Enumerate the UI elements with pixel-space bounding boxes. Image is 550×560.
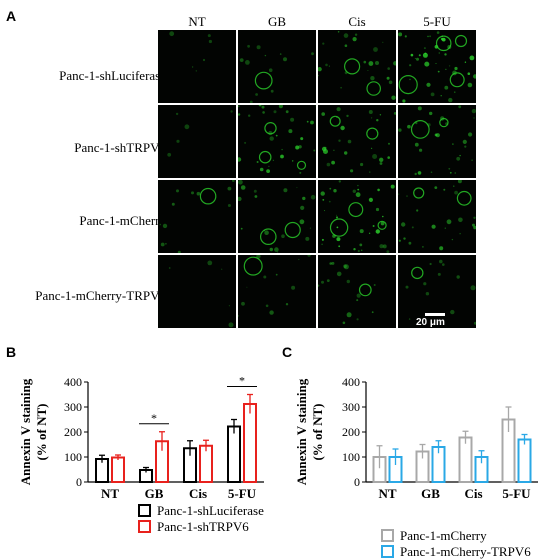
column-label-cis: Cis xyxy=(348,14,366,29)
chart-c-x-tick-label: Cis xyxy=(464,486,482,501)
micrograph-panc-1-mcherry-5-fu xyxy=(398,180,476,253)
chart-b-y-tick-label: 400 xyxy=(64,375,82,389)
chart-c-x-tick-label: GB xyxy=(421,486,440,501)
panel-letter-b: B xyxy=(6,344,17,360)
micrograph-panc-1-shluciferase-cis xyxy=(318,30,396,103)
chart-b-legend-label: Panc-1-shTRPV6 xyxy=(157,519,249,534)
chart-c-y-axis-label: Annexin V staining xyxy=(294,378,309,485)
panel-letter-c: C xyxy=(282,344,293,360)
chart-b-legend-swatch xyxy=(138,520,151,533)
micrograph-panc-1-shtrpv6-gb xyxy=(238,105,316,178)
chart-c-y-tick-label: 100 xyxy=(342,450,360,464)
chart-c-legend-swatch xyxy=(381,529,394,542)
row-label-shluciferase: Panc-1-shLuciferase xyxy=(59,68,166,83)
chart-b-bar-panc-1-shtrpv6-5-fu xyxy=(243,403,257,483)
chart-c-y-tick-label: 300 xyxy=(342,400,360,414)
chart-c-legend-swatch xyxy=(381,545,394,558)
micrograph-panc-1-shluciferase-5-fu xyxy=(398,30,476,103)
chart-b-x-tick-label: NT xyxy=(101,486,119,501)
chart-c-bar-panc-1-mcherry-trpv6-5-fu xyxy=(517,438,532,483)
chart-c-x-tick-label: NT xyxy=(378,486,396,501)
micrograph-panc-1-shluciferase-nt xyxy=(158,30,236,103)
chart-c-legend-label: Panc-1-mCherry xyxy=(400,528,487,543)
chart-b-bar-panc-1-shluciferase-5-fu xyxy=(227,425,241,483)
micrograph-panc-1-mcherry-cis xyxy=(318,180,396,253)
chart-b-legend-label: Panc-1-shLuciferase xyxy=(157,503,264,518)
micrograph-panc-1-mcherry-nt xyxy=(158,180,236,253)
chart-c: 0 100 200 300 400 Annexin V staining (% of NT)… xyxy=(294,375,538,559)
micrograph-panc-1-shtrpv6-5-fu xyxy=(398,105,476,178)
micrograph-panc-1-mcherry-gb xyxy=(238,180,316,253)
chart-c-y-tick-label: 0 xyxy=(354,475,360,489)
chart-b-y-tick-label: 100 xyxy=(64,450,82,464)
chart-c-x-tick-label: 5-FU xyxy=(502,486,531,501)
microscopy-grid xyxy=(158,30,478,330)
chart-b-x-tick-label: Cis xyxy=(189,486,207,501)
micrograph-panc-1-mcherry-trpv6-cis xyxy=(318,255,396,328)
scale-bar-label: 20 μm xyxy=(416,317,445,328)
panel-letter-a: A xyxy=(6,8,17,24)
scale-bar xyxy=(425,313,445,316)
row-label-mcherry: Panc-1-mCherry xyxy=(79,213,166,228)
micrograph-panc-1-mcherry-trpv6-nt xyxy=(158,255,236,328)
micrograph-panc-1-mcherry-trpv6-gb xyxy=(238,255,316,328)
chart-b-legend-swatch xyxy=(138,504,151,517)
chart-b-y-axis-label: Annexin V staining xyxy=(18,378,33,485)
chart-c-y-tick-label: 400 xyxy=(342,375,360,389)
micrograph-panc-1-shluciferase-gb xyxy=(238,30,316,103)
row-label-mcherry-trpv6: Panc-1-mCherry-TRPV6 xyxy=(35,288,166,303)
row-label-shtrpv6: Panc-1-shTRPV6 xyxy=(74,140,166,155)
chart-c-bar-panc-1-mcherry-cis xyxy=(458,436,473,483)
chart-c-y-tick-label: 200 xyxy=(342,425,360,439)
chart-b-y-tick-label: 200 xyxy=(64,425,82,439)
chart-b-x-tick-label: 5-FU xyxy=(228,486,257,501)
chart-b-significance-star: * xyxy=(239,374,245,388)
column-label-5fu: 5-FU xyxy=(423,14,451,29)
chart-b-significance-star: * xyxy=(151,411,157,425)
chart-b-y-tick-label: 0 xyxy=(76,475,82,489)
chart-c-y-axis-label: (% of NT) xyxy=(310,403,325,460)
column-label-gb: GB xyxy=(267,14,287,29)
column-label-nt: NT xyxy=(188,14,206,29)
chart-b-y-tick-label: 300 xyxy=(64,400,82,414)
chart-b: 0 100 200 300 400 Annexin V staining (% of NT)… xyxy=(18,374,264,535)
micrograph-panc-1-shtrpv6-nt xyxy=(158,105,236,178)
chart-b-x-tick-label: GB xyxy=(145,486,164,501)
chart-b-bar-panc-1-shtrpv6-nt xyxy=(111,456,125,483)
chart-c-legend-label: Panc-1-mCherry-TRPV6 xyxy=(400,544,531,559)
micrograph-panc-1-shtrpv6-cis xyxy=(318,105,396,178)
chart-b-y-axis-label: (% of NT) xyxy=(34,403,49,460)
